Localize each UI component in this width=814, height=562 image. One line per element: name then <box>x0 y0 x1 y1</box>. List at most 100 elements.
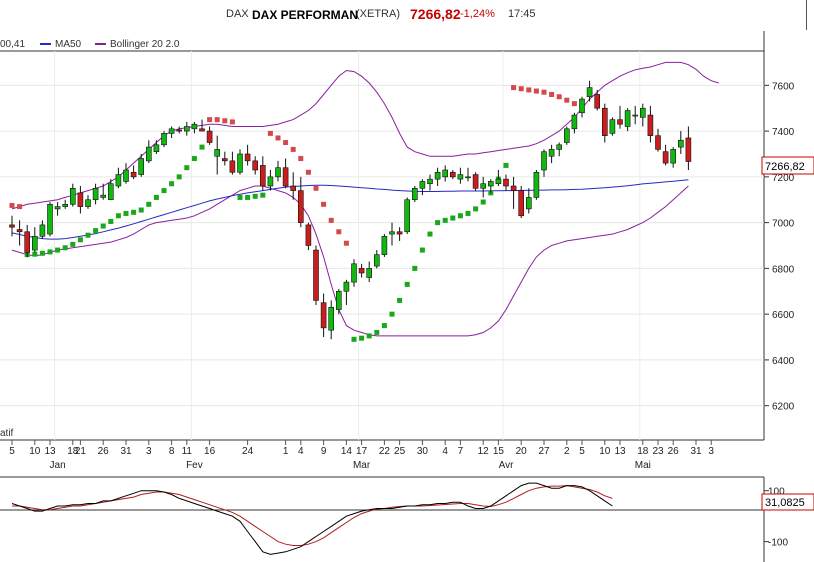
candle-body <box>191 123 198 130</box>
oscillator-tick-label: 100 <box>768 487 785 498</box>
candle-body <box>92 187 99 201</box>
oscillator-axis: 100 -100 <box>764 487 788 549</box>
candle-body <box>594 94 601 109</box>
bollinger-upper-line <box>11 61 719 210</box>
candle-body <box>70 187 76 205</box>
sar-dot <box>450 215 456 221</box>
sar-dot <box>123 210 129 216</box>
sar-dot <box>77 237 83 243</box>
candle-body <box>381 236 388 255</box>
indicator-label: atif <box>0 428 14 439</box>
candle-body <box>85 199 91 207</box>
sar-dot <box>351 336 357 342</box>
sar-dot <box>9 202 15 208</box>
sar-dot <box>55 247 61 253</box>
candle-body <box>115 174 122 187</box>
candle-body <box>54 206 61 210</box>
sar-dot <box>526 87 532 93</box>
candle-body <box>153 144 160 152</box>
candle-body <box>434 171 441 180</box>
x-tick-label: 4 <box>298 446 304 457</box>
sar-dot <box>138 207 144 213</box>
sar-dot <box>283 140 289 146</box>
y-tick-label: 7200 <box>772 173 795 184</box>
candle-body <box>343 281 350 292</box>
sar-dot <box>131 209 137 215</box>
candle-body <box>24 231 31 253</box>
x-tick-label: 1 <box>283 446 289 457</box>
candle-body <box>487 181 494 187</box>
x-tick-label: 16 <box>204 446 216 457</box>
sar-dot <box>93 228 99 234</box>
candle-body <box>275 167 281 178</box>
title-bar: DAX DAX PERFORMAN (XETRA) 7266,82 -1,24%… <box>0 0 814 30</box>
sar-dot <box>108 218 114 224</box>
y-tick-label: 7400 <box>772 127 795 138</box>
candle-body <box>495 178 502 185</box>
candle-body <box>146 146 152 162</box>
candle-body <box>297 190 304 223</box>
sar-dot <box>267 130 273 136</box>
candle-body <box>39 224 46 237</box>
candle-body <box>328 306 335 331</box>
oscillator-panel: 100 -100 31,0825 <box>0 476 814 562</box>
candle-body <box>222 158 228 162</box>
x-tick-label: 18 <box>67 446 79 457</box>
sar-dot <box>245 194 251 200</box>
month-label: Jan <box>50 460 66 471</box>
parabolic-sar <box>9 85 585 342</box>
candle-body <box>677 139 684 148</box>
candle-body <box>168 128 175 134</box>
candle-body <box>267 176 274 187</box>
last-price: 7266,82 <box>410 6 461 22</box>
oscillator-lines <box>11 482 613 555</box>
x-tick-label: 22 <box>379 446 391 457</box>
last-price-tag-box <box>761 156 814 175</box>
candle-body <box>632 114 639 117</box>
candle-body <box>320 302 327 329</box>
sar-dot <box>442 217 448 223</box>
sar-dot <box>214 117 220 123</box>
candle-body <box>480 183 487 189</box>
candle-body <box>449 171 456 178</box>
bollinger-legend-label: Bollinger 20 2.0 <box>110 39 180 50</box>
sar-dot <box>374 329 380 335</box>
sar-dot <box>343 240 349 246</box>
candle-body <box>586 87 593 98</box>
candle-body <box>457 174 464 180</box>
sar-dot <box>571 101 577 107</box>
quote-time: 17:45 <box>508 8 536 20</box>
candle-body <box>229 160 236 173</box>
ma50-line <box>11 179 689 240</box>
month-label: Avr <box>499 460 514 471</box>
sar-dot <box>359 335 365 341</box>
candle-body <box>176 129 182 132</box>
sar-dot <box>39 250 45 256</box>
x-tick-label: 3 <box>146 446 152 457</box>
x-tick-label: 11 <box>182 446 193 457</box>
candle-body <box>541 151 547 171</box>
x-tick-label: 12 <box>478 446 490 457</box>
sar-dot <box>313 185 319 191</box>
sar-dot <box>419 247 425 253</box>
x-tick-label: 23 <box>652 446 664 457</box>
candle-body <box>617 119 623 125</box>
legend-first-item: 00,41 <box>0 39 25 50</box>
x-tick-label: 17 <box>356 446 368 457</box>
sar-dot <box>556 94 562 100</box>
x-tick-label: 5 <box>579 446 585 457</box>
bollinger-bands <box>11 61 719 337</box>
candle-body <box>404 199 411 233</box>
candle-body <box>601 107 608 136</box>
exchange-label: (XETRA) <box>356 8 400 20</box>
sar-dot <box>191 156 197 162</box>
title-separator <box>806 0 807 30</box>
x-tick-label: 2 <box>564 446 570 457</box>
candle-body <box>108 183 114 201</box>
candle-body <box>130 171 137 178</box>
candle-body <box>389 231 395 235</box>
candle-body <box>282 167 289 187</box>
plot-background <box>0 31 764 440</box>
x-tick-label: 10 <box>599 446 611 457</box>
